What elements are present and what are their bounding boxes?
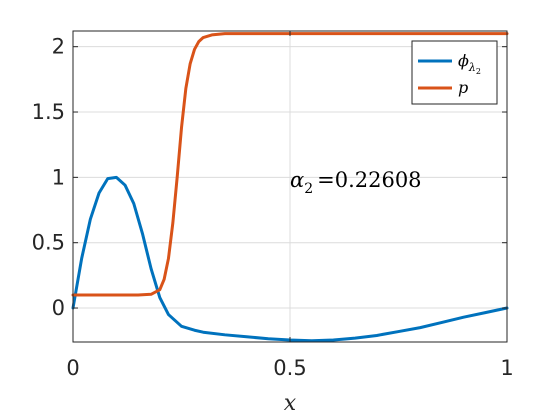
y-tick-label: 1.5 [32,100,65,124]
series-line-phi [71,175,509,343]
alpha-subscript: 2 [304,181,313,197]
legend-phi-subscript: λ [468,61,476,74]
alpha-symbol: α [290,168,304,192]
legend-phi-subsubscript: 2 [476,67,481,76]
alpha-value: =0.22608 [317,168,421,192]
legend-p-symbol: p [458,78,468,97]
legend-entry-phi: ϕλ2 [458,51,481,76]
legend: ϕλ2 p [411,40,498,105]
x-axis-label: x [284,391,297,416]
ticks: 0 0.5 1 0 0.5 1 1.5 2 [32,31,514,380]
series-line-p [71,32,509,297]
x-tick-label: 1 [500,356,513,380]
legend-phi-symbol: ϕ [458,51,469,70]
legend-box [411,40,498,105]
x-tick-label: 0 [66,356,79,380]
x-tick-label: 0.5 [273,356,306,380]
alpha-annotation: α2 =0.22608 [290,168,422,197]
y-tick-label: 0 [52,296,65,320]
legend-entry-p: p [458,78,468,97]
y-tick-label: 0.5 [32,231,65,255]
series-layer [71,32,509,343]
y-tick-label: 1 [52,165,65,189]
y-tick-label: 2 [52,35,65,59]
